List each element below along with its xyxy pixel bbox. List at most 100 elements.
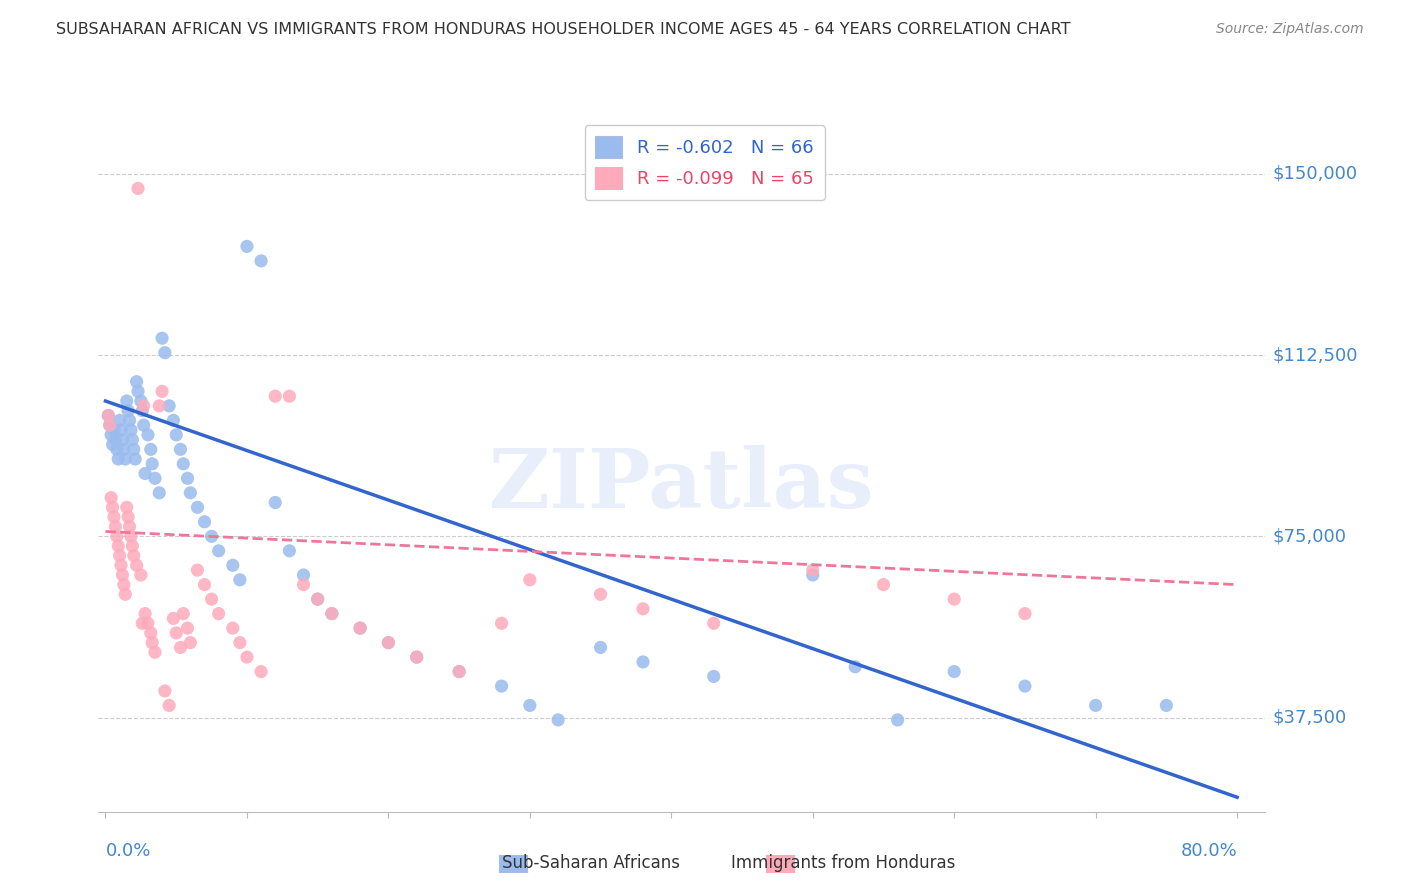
Point [131,403,153,417]
Point [115,500,138,515]
Point [491,679,513,693]
Point [943,592,966,607]
Point [307,592,329,607]
Point [121,539,143,553]
Point [157,399,180,413]
Point [349,621,371,635]
Point [148,399,170,413]
Point [162,611,184,625]
Text: $37,500: $37,500 [1272,708,1347,726]
Point [321,607,343,621]
Point [193,577,215,591]
Point [141,635,163,649]
Point [125,375,148,389]
Text: $150,000: $150,000 [1272,165,1357,183]
Point [162,413,184,427]
Point [136,616,159,631]
Point [114,587,136,601]
Point [1014,679,1036,693]
Point [186,500,208,515]
Point [186,563,208,577]
Point [519,698,541,713]
Point [250,665,273,679]
Point [405,650,427,665]
Point [165,626,187,640]
Point [110,423,132,437]
Point [136,428,159,442]
Point [141,457,163,471]
Point [103,510,125,524]
Point [98,418,121,433]
Point [100,428,122,442]
Point [150,384,173,399]
Point [129,568,152,582]
Point [127,181,149,195]
Point [122,549,145,563]
Point [208,607,231,621]
Point [165,428,187,442]
Point [200,592,222,607]
Point [110,558,132,573]
Point [104,519,127,533]
Point [97,409,120,423]
Point [105,529,128,543]
Point [143,645,166,659]
Point [97,409,120,423]
Point [101,437,124,451]
Point [108,549,131,563]
Point [127,384,149,399]
Point [491,616,513,631]
Point [98,418,121,433]
Point [179,635,201,649]
Point [108,413,131,427]
Point [120,529,142,543]
Point [117,510,139,524]
Point [844,660,866,674]
Point [100,491,122,505]
Point [157,698,180,713]
Point [179,485,201,500]
Point [449,665,471,679]
Point [292,577,315,591]
Point [519,573,541,587]
Point [801,568,824,582]
Point [222,558,245,573]
Point [631,655,654,669]
Point [120,423,142,437]
Point [321,607,343,621]
Point [1084,698,1107,713]
Point [103,423,125,437]
Point [139,626,162,640]
Point [104,433,127,447]
Point [112,577,135,591]
Point [200,529,222,543]
Point [105,442,128,457]
Point [307,592,329,607]
Point [112,442,135,457]
Point [172,457,194,471]
Point [703,669,725,683]
Point [176,471,198,485]
Point [107,539,129,553]
Point [150,331,173,345]
Point [1156,698,1178,713]
Point [117,403,139,417]
Point [405,650,427,665]
Point [134,467,156,481]
Point [377,635,399,649]
Point [236,239,259,253]
Point [872,577,894,591]
Text: Immigrants from Honduras: Immigrants from Honduras [731,855,956,872]
Point [943,665,966,679]
Point [115,394,138,409]
Point [132,399,155,413]
Point [114,452,136,467]
Point [801,563,824,577]
Point [1014,607,1036,621]
Point [169,640,191,655]
Point [132,418,155,433]
Point [169,442,191,457]
Point [125,558,148,573]
Point [292,568,315,582]
Point [449,665,471,679]
